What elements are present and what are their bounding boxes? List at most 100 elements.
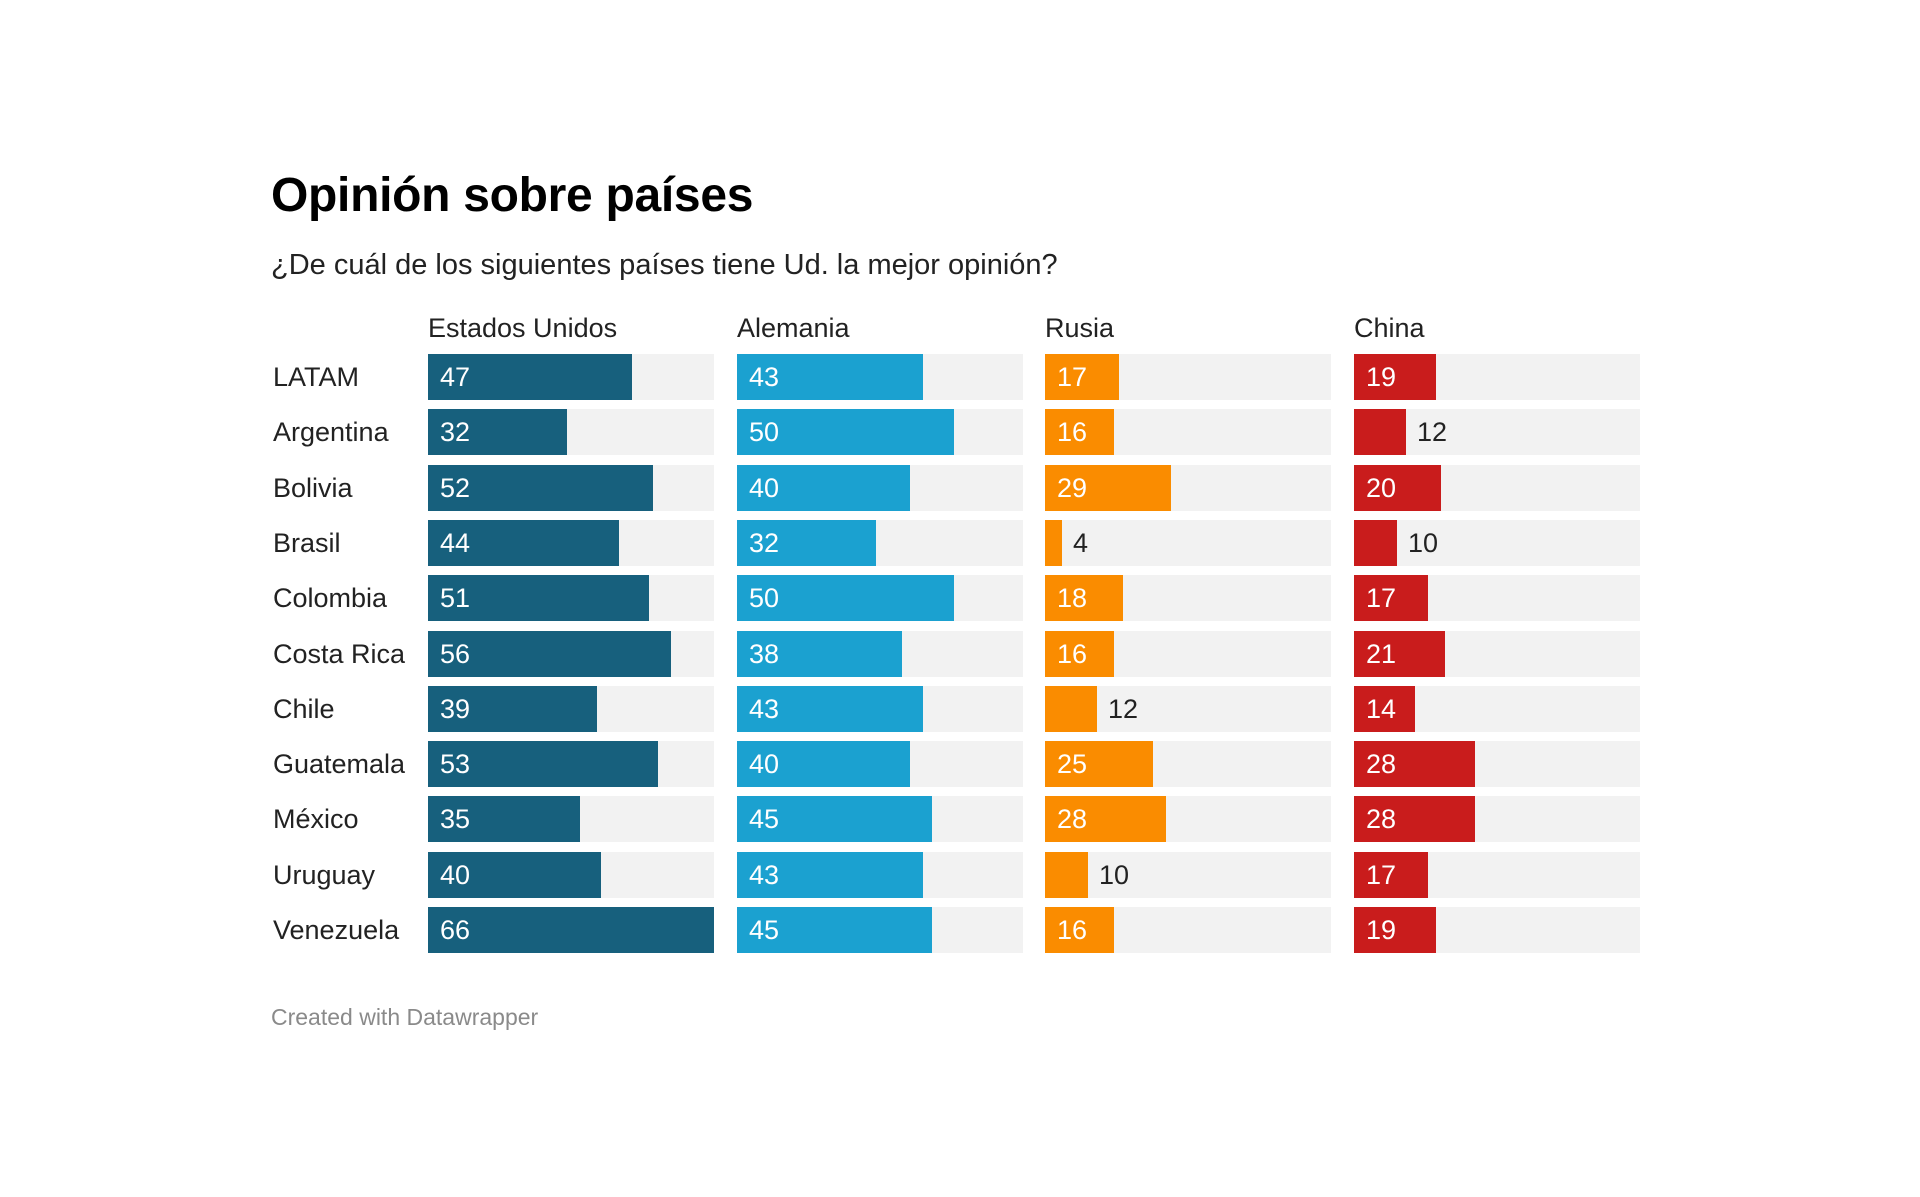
- column-header-rusia: Rusia: [1045, 313, 1115, 343]
- bar-track: 45: [737, 796, 1023, 842]
- bar-china-guatemala: [1354, 741, 1475, 787]
- bar-track: 20: [1354, 465, 1640, 511]
- bar-china-costa-rica: [1354, 631, 1445, 677]
- bar-track: 16: [1045, 631, 1331, 677]
- bar-alemania-brasil: [737, 520, 876, 566]
- value-label: 32: [749, 528, 780, 558]
- value-label: 19: [1366, 915, 1397, 945]
- value-label: 50: [749, 583, 780, 613]
- bar-track: 19: [1354, 907, 1640, 953]
- bar-rusia-brasil: [1045, 520, 1062, 566]
- bar-track: 51: [428, 575, 714, 621]
- value-label: 40: [440, 860, 471, 890]
- bar-estados-unidos-brasil: [428, 520, 619, 566]
- bar-track: 43: [737, 686, 1023, 732]
- bar-track: 43: [737, 354, 1023, 400]
- value-label: 12: [1417, 417, 1448, 447]
- bar-track: 16: [1045, 907, 1331, 953]
- value-label: 14: [1366, 694, 1397, 724]
- value-label: 28: [1057, 804, 1088, 834]
- value-label: 39: [440, 694, 471, 724]
- bar-rusia-bolivia: [1045, 465, 1171, 511]
- row-label-argentina: Argentina: [273, 417, 389, 447]
- bar-track: 19: [1354, 354, 1640, 400]
- bar-track: 66: [428, 907, 714, 953]
- value-label: 17: [1366, 583, 1397, 613]
- bar-estados-unidos-chile: [428, 686, 597, 732]
- bar-rusia-venezuela: [1045, 907, 1114, 953]
- column-header-china: China: [1354, 313, 1425, 343]
- value-label: 17: [1057, 362, 1088, 392]
- row-label-latam: LATAM: [273, 362, 360, 392]
- bar-alemania-costa-rica: [737, 631, 902, 677]
- value-label: 51: [440, 583, 471, 613]
- bar-alemania-latam: [737, 354, 923, 400]
- value-label: 28: [1366, 804, 1397, 834]
- bar-track: 35: [428, 796, 714, 842]
- row-label-mexico: México: [273, 804, 359, 834]
- value-label: 53: [440, 749, 471, 779]
- bar-rusia-latam: [1045, 354, 1119, 400]
- chart-subtitle: ¿De cuál de los siguientes países tiene …: [271, 249, 1058, 281]
- bar-china-mexico: [1354, 796, 1475, 842]
- bar-estados-unidos-argentina: [428, 409, 567, 455]
- bar-track: 50: [737, 409, 1023, 455]
- value-label: 16: [1057, 915, 1088, 945]
- value-label: 29: [1057, 473, 1088, 503]
- value-label: 45: [749, 915, 780, 945]
- bar-track: 21: [1354, 631, 1640, 677]
- bar-china-brasil: [1354, 520, 1397, 566]
- bar-track: 12: [1045, 686, 1331, 732]
- bar-track: 10: [1045, 852, 1331, 898]
- bar-alemania-colombia: [737, 575, 954, 621]
- bar-track: 18: [1045, 575, 1331, 621]
- value-label: 21: [1366, 639, 1397, 669]
- bar-alemania-uruguay: [737, 852, 923, 898]
- bar-track: 32: [737, 520, 1023, 566]
- value-label: 38: [749, 639, 780, 669]
- bar-track: 47: [428, 354, 714, 400]
- column-header-alemania: Alemania: [737, 313, 850, 343]
- bar-track: 16: [1045, 409, 1331, 455]
- bar-estados-unidos-bolivia: [428, 465, 653, 511]
- bar-track: 53: [428, 741, 714, 787]
- bar-rusia-argentina: [1045, 409, 1114, 455]
- bar-track: 28: [1354, 796, 1640, 842]
- bar-track: 29: [1045, 465, 1331, 511]
- bar-china-bolivia: [1354, 465, 1441, 511]
- bar-alemania-venezuela: [737, 907, 932, 953]
- bar-track: 32: [428, 409, 714, 455]
- bar-track: 10: [1354, 520, 1640, 566]
- bar-track: 28: [1045, 796, 1331, 842]
- bar-track: 38: [737, 631, 1023, 677]
- bar-track: 12: [1354, 409, 1640, 455]
- bar-track: 50: [737, 575, 1023, 621]
- value-label: 43: [749, 694, 780, 724]
- value-label: 40: [749, 473, 780, 503]
- bar-track: 52: [428, 465, 714, 511]
- value-label: 32: [440, 417, 471, 447]
- bar-china-uruguay: [1354, 852, 1428, 898]
- bar-track: 17: [1354, 575, 1640, 621]
- value-label: 28: [1366, 749, 1397, 779]
- bar-china-colombia: [1354, 575, 1428, 621]
- value-label: 45: [749, 804, 780, 834]
- bar-estados-unidos-uruguay: [428, 852, 601, 898]
- bar-rusia-guatemala: [1045, 741, 1153, 787]
- value-label: 19: [1366, 362, 1397, 392]
- bar-estados-unidos-costa-rica: [428, 631, 671, 677]
- bar-rusia-uruguay: [1045, 852, 1088, 898]
- bar-alemania-mexico: [737, 796, 932, 842]
- row-label-venezuela: Venezuela: [273, 915, 400, 945]
- value-label: 43: [749, 362, 780, 392]
- bar-rusia-mexico: [1045, 796, 1166, 842]
- bar-estados-unidos-latam: [428, 354, 632, 400]
- bar-track: 40: [737, 465, 1023, 511]
- bar-china-argentina: [1354, 409, 1406, 455]
- bar-alemania-chile: [737, 686, 923, 732]
- bar-rusia-colombia: [1045, 575, 1123, 621]
- value-label: 10: [1408, 528, 1439, 558]
- value-label: 12: [1108, 694, 1139, 724]
- bar-china-latam: [1354, 354, 1436, 400]
- bar-track: 14: [1354, 686, 1640, 732]
